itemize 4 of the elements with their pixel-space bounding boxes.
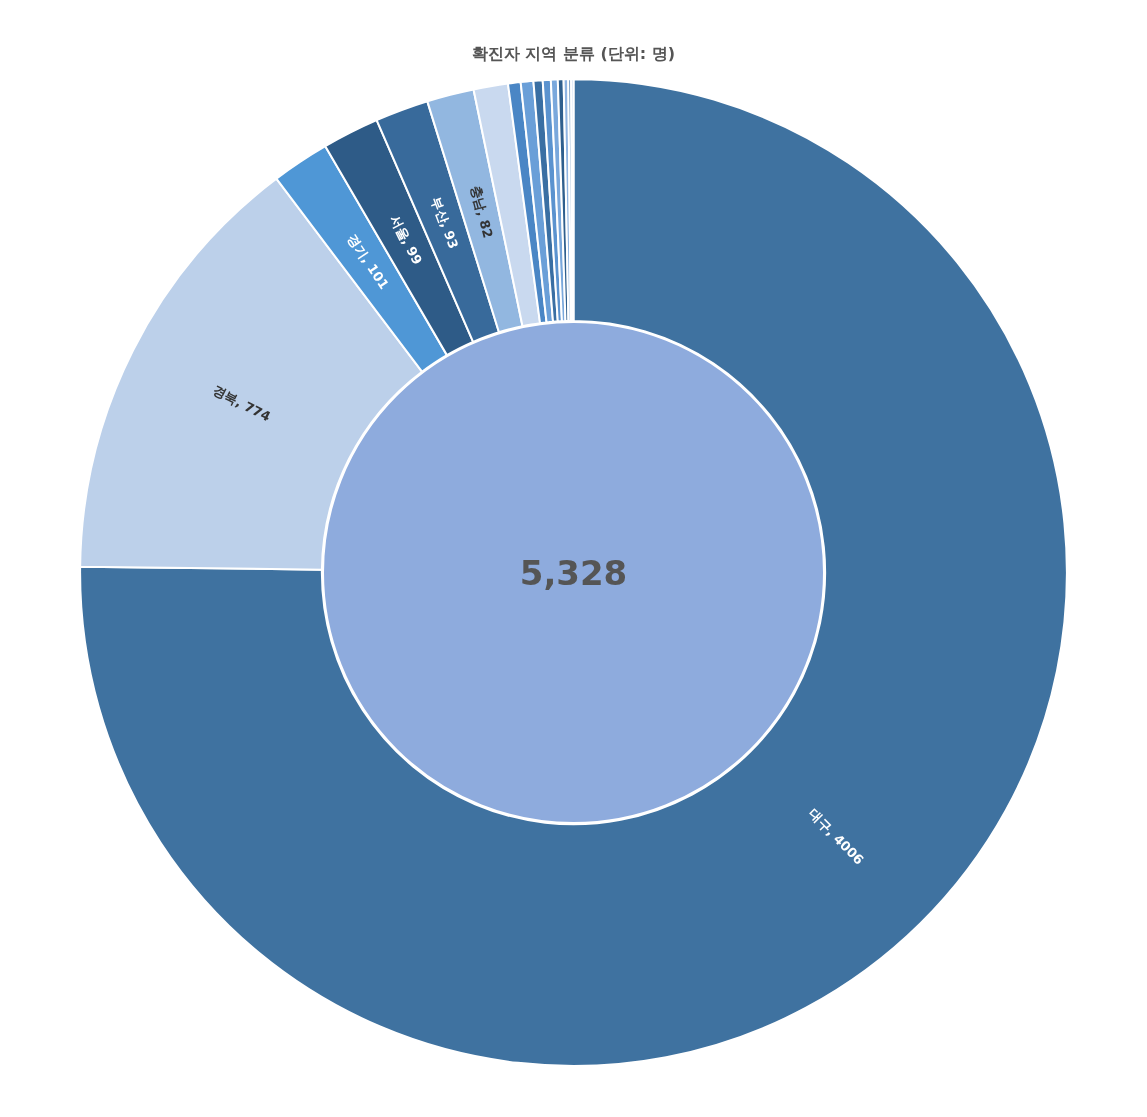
slice-label: 부산 xyxy=(428,195,452,225)
slice-label: 충남 xyxy=(467,183,489,213)
chart-title: 확진자 지역 분류 (단위: 명) xyxy=(471,43,676,63)
text: 5,328 xyxy=(519,552,628,593)
